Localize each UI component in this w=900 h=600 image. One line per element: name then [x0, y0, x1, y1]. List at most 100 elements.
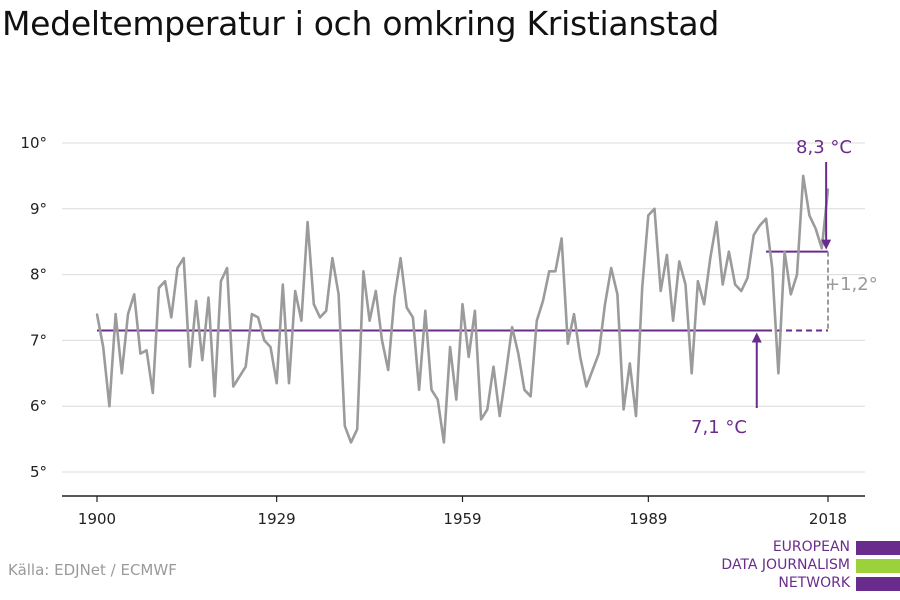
- temperature-increase-label: +1,2°: [825, 274, 878, 295]
- data-point: [443, 441, 445, 444]
- data-point: [108, 405, 111, 408]
- data-point: [820, 247, 823, 250]
- data-point: [504, 372, 507, 375]
- y-axis-labels: 5° 6° 7° 8° 9° 10°: [20, 134, 47, 481]
- data-point: [312, 303, 315, 306]
- data-point: [635, 415, 637, 417]
- data-point: [542, 300, 544, 302]
- data-point: [405, 306, 408, 309]
- data-point: [319, 316, 321, 319]
- data-point: [529, 395, 532, 398]
- y-tick-label: 8°: [30, 266, 47, 284]
- annotation-layer: 8,3 °C 7,1 °C +1,2°: [691, 137, 878, 438]
- data-point: [517, 352, 520, 355]
- x-tick-label: 1929: [258, 510, 296, 528]
- data-point: [306, 221, 309, 223]
- data-point: [182, 257, 185, 260]
- data-point: [585, 385, 588, 388]
- logo-line-data-journalism: DATA JOURNALISM: [721, 557, 850, 573]
- data-point: [381, 339, 383, 342]
- data-point: [250, 313, 253, 315]
- data-point: [752, 234, 755, 237]
- edjnet-logo: EUROPEAN DATA JOURNALISM NETWORK: [700, 536, 900, 596]
- data-point: [151, 392, 154, 394]
- data-point: [796, 273, 798, 276]
- data-point: [275, 382, 278, 385]
- data-point: [566, 342, 569, 345]
- y-tick-label: 9°: [30, 200, 47, 218]
- data-point: [727, 250, 730, 253]
- data-point: [455, 398, 458, 401]
- data-point: [226, 267, 228, 269]
- data-point: [362, 270, 365, 273]
- data-point: [523, 388, 526, 391]
- data-point: [219, 280, 222, 283]
- data-point: [300, 319, 303, 322]
- data-point: [678, 260, 681, 263]
- data-point: [257, 316, 259, 319]
- data-point: [201, 359, 204, 362]
- data-point: [591, 369, 594, 371]
- data-point: [424, 309, 427, 312]
- data-point: [96, 313, 98, 315]
- logo-bar-purple-top: [856, 541, 900, 555]
- data-point: [697, 280, 699, 283]
- data-point: [288, 382, 290, 385]
- data-point: [356, 428, 359, 431]
- data-point: [746, 276, 749, 279]
- data-point: [653, 207, 656, 210]
- y-tick-label: 7°: [30, 331, 47, 349]
- data-point: [808, 214, 811, 217]
- data-point: [486, 408, 489, 411]
- baseline-arrow-head: [751, 332, 762, 343]
- data-point: [789, 293, 792, 296]
- temperature-series-line: [95, 174, 830, 444]
- data-point: [827, 188, 829, 190]
- data-point: [263, 339, 266, 342]
- data-point: [814, 227, 817, 230]
- data-point: [684, 283, 687, 286]
- data-point: [740, 290, 743, 292]
- data-point: [207, 296, 210, 299]
- data-point: [709, 257, 712, 260]
- recent-arrow-head: [821, 239, 832, 250]
- data-point: [647, 214, 650, 217]
- data-point: [139, 352, 142, 355]
- y-tick-label: 6°: [30, 397, 47, 415]
- data-point: [430, 388, 433, 391]
- data-point: [802, 175, 805, 177]
- data-point: [573, 313, 575, 315]
- data-point: [672, 319, 675, 322]
- data-point: [399, 257, 402, 260]
- data-point: [176, 267, 179, 269]
- y-tick-label: 10°: [20, 134, 47, 152]
- series-layer: [95, 174, 830, 444]
- data-point: [467, 355, 470, 358]
- data-point: [715, 221, 718, 223]
- data-point: [189, 365, 191, 368]
- data-point: [195, 300, 198, 302]
- source-note: Källa: EDJNet / ECMWF: [8, 561, 177, 579]
- data-point: [120, 372, 123, 375]
- data-point: [535, 319, 538, 322]
- x-axis: 1900 1929 1959 1989 2018: [78, 496, 847, 528]
- x-tick-label: 2018: [809, 510, 847, 528]
- data-point: [777, 372, 780, 375]
- data-point: [659, 290, 662, 292]
- data-point: [244, 365, 247, 368]
- data-point: [238, 375, 241, 378]
- data-point: [666, 253, 668, 256]
- data-point: [164, 280, 167, 283]
- data-point: [133, 293, 136, 296]
- data-point: [492, 365, 495, 368]
- data-point: [331, 257, 334, 260]
- data-point: [145, 349, 148, 352]
- data-point: [765, 217, 767, 220]
- baseline-average-label: 7,1 °C: [691, 417, 747, 438]
- data-point: [393, 296, 396, 299]
- data-point: [449, 346, 452, 348]
- data-point: [281, 283, 284, 286]
- data-point: [641, 286, 644, 289]
- data-point: [436, 398, 439, 401]
